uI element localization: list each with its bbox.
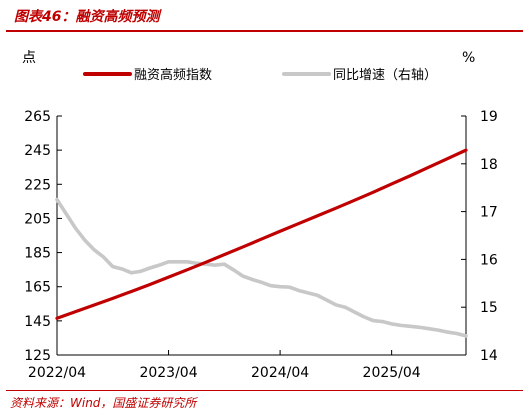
figure-title: 图表46：融资高频预测 <box>14 9 160 25</box>
left-tick-label: 205 <box>24 211 51 227</box>
right-tick-label: 15 <box>480 300 498 316</box>
title-rule <box>6 30 523 32</box>
right-tick-label: 19 <box>480 109 498 125</box>
left-tick-label: 165 <box>24 280 51 296</box>
right-tick-label: 18 <box>480 157 498 173</box>
axes <box>56 116 467 356</box>
series-line-index <box>55 148 468 320</box>
legend: 融资高频指数 同比增速（右轴） <box>83 67 437 83</box>
left-tick-label: 145 <box>24 314 51 330</box>
x-tick-label: 2023/04 <box>139 365 197 381</box>
left-tick-label: 225 <box>24 177 51 193</box>
right-tick-label: 16 <box>480 252 498 268</box>
series-line-growth <box>55 197 468 338</box>
x-tick-label: 2022/04 <box>28 365 86 381</box>
source-rule <box>6 390 523 391</box>
source-note: 资料来源：Wind，国盛证券研究所 <box>10 396 197 410</box>
right-tick-label: 17 <box>480 205 498 221</box>
legend-label-index: 融资高频指数 <box>134 67 212 83</box>
x-axis-ticks: 2022/04 2023/04 2024/04 2025/04 <box>28 350 421 381</box>
legend-label-growth: 同比增速（右轴） <box>333 68 437 83</box>
right-axis-ticks: 14 15 16 17 18 19 <box>461 109 498 364</box>
right-tick-label: 14 <box>480 348 498 364</box>
x-tick-label: 2025/04 <box>363 365 421 381</box>
series-layer <box>55 148 468 338</box>
left-tick-label: 245 <box>24 143 51 159</box>
left-tick-label: 265 <box>24 109 51 125</box>
right-axis-unit: % <box>462 50 475 66</box>
x-tick-label: 2024/04 <box>251 365 309 381</box>
left-tick-label: 185 <box>24 246 51 262</box>
left-axis-unit: 点 <box>22 50 36 66</box>
left-axis-ticks: 125 145 165 185 205 225 245 265 <box>24 109 62 364</box>
left-tick-label: 125 <box>24 348 51 364</box>
